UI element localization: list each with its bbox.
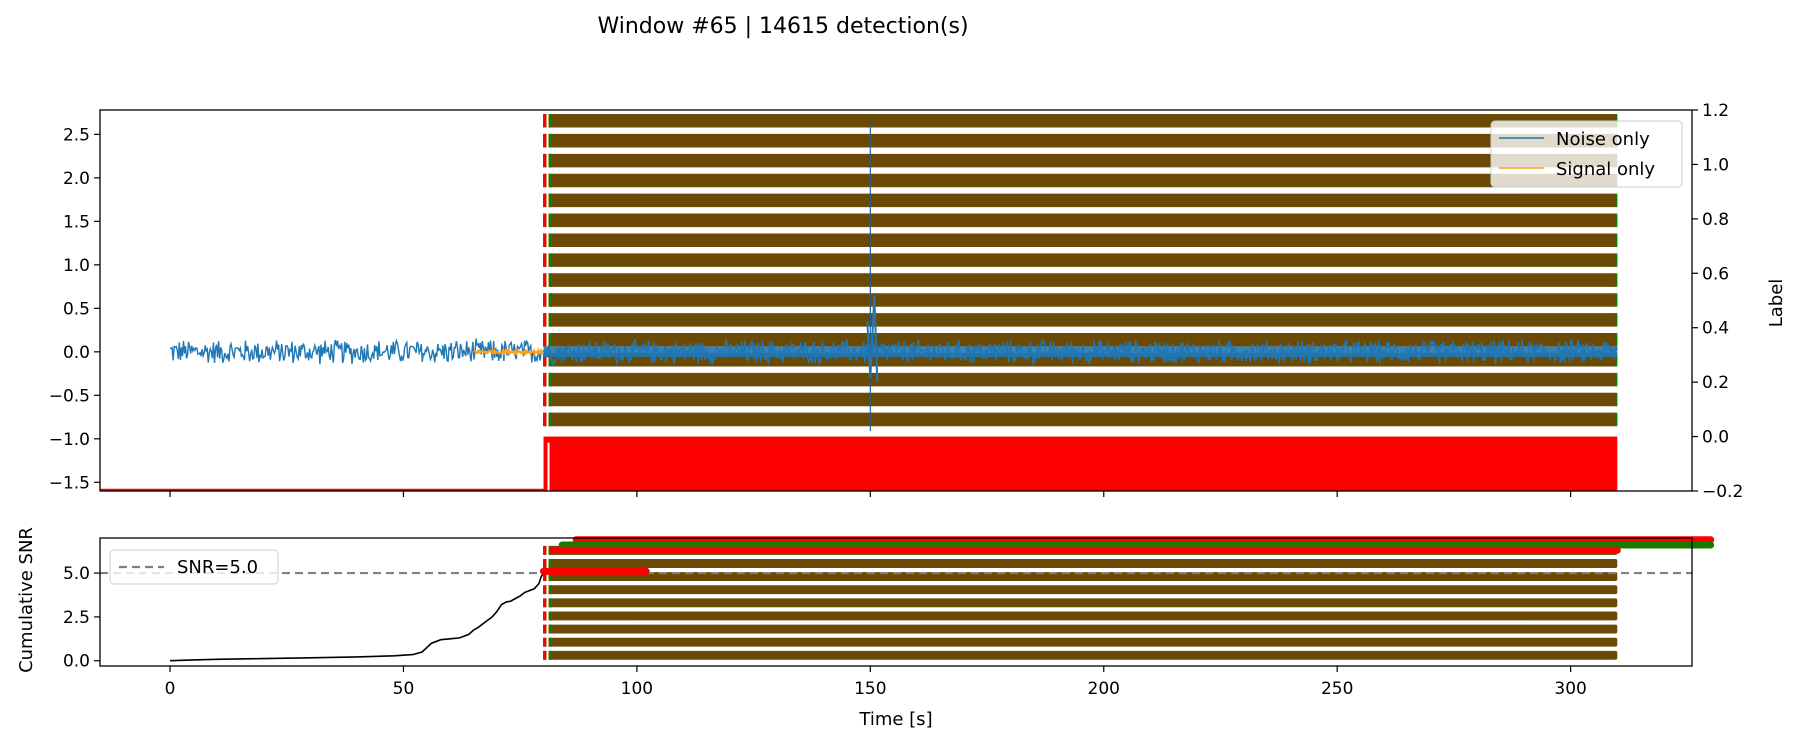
bottom-axes-frame bbox=[99, 537, 1693, 667]
bottom-y-axis-label: Cumulative SNR bbox=[16, 527, 37, 673]
top-y-tick-label: 1.5 bbox=[63, 212, 90, 232]
top-y-tick-label: −1.5 bbox=[49, 473, 90, 493]
detection-band bbox=[543, 133, 1618, 148]
spike-trace bbox=[866, 295, 879, 383]
detection-band bbox=[543, 333, 1618, 347]
detection-band bbox=[543, 313, 1618, 327]
detection-band bbox=[543, 412, 1618, 427]
bottom-detection-band bbox=[543, 585, 1618, 595]
x-axis-label: Time [s] bbox=[858, 709, 932, 730]
bottom-detection-band bbox=[543, 559, 1618, 568]
top-y2-tick-label: 0.6 bbox=[1702, 264, 1729, 284]
legend-noise-label: Noise only bbox=[1556, 129, 1650, 150]
detection-band bbox=[543, 213, 1618, 228]
top-plot-area bbox=[100, 110, 1618, 491]
bottom-y-tick-label: 2.5 bbox=[63, 608, 90, 628]
noise-band bbox=[543, 346, 1618, 358]
top-y-tick-label: 2.5 bbox=[63, 125, 90, 145]
bottom-x-tick-label: 300 bbox=[1554, 679, 1586, 699]
bottom-x-tick-label: 200 bbox=[1088, 679, 1120, 699]
bottom-legend: SNR=5.0 bbox=[109, 549, 279, 585]
detection-band bbox=[543, 372, 1618, 387]
top-y-tick-label: −1.0 bbox=[49, 430, 90, 450]
top-y2-tick-label: 0.0 bbox=[1702, 428, 1729, 448]
detection-band bbox=[543, 253, 1618, 267]
detection-band bbox=[543, 193, 1618, 208]
top-y-tick-label: 2.0 bbox=[63, 169, 90, 189]
bottom-detection-band bbox=[543, 624, 1618, 634]
detection-band bbox=[543, 173, 1618, 188]
top-y2-tick-label: 0.4 bbox=[1702, 319, 1729, 339]
bottom-plot-area bbox=[100, 538, 1692, 666]
top-axes-frame bbox=[99, 109, 1693, 492]
bottom-legend-box bbox=[109, 549, 279, 585]
detection-band bbox=[543, 293, 1618, 307]
top-y2-tick-label: 1.2 bbox=[1702, 101, 1729, 121]
top-y-tick-label: −0.5 bbox=[49, 386, 90, 406]
detection-band bbox=[543, 114, 1618, 128]
detection-band bbox=[543, 392, 1618, 407]
label-step-region bbox=[543, 436, 1618, 491]
bottom-y-tick-label: 5.0 bbox=[63, 564, 90, 584]
chart-title: Window #65 | 14615 detection(s) bbox=[597, 14, 968, 39]
top-y2-tick-label: 0.2 bbox=[1702, 373, 1729, 393]
label-gap bbox=[547, 442, 550, 491]
top-y2-tick-label: 0.8 bbox=[1702, 210, 1729, 230]
legend-signal-label: Signal only bbox=[1556, 159, 1655, 180]
top-y-axis: −1.5 −1.0 −0.5 0.0 0.5 1.0 1.5 2.0 2.5 bbox=[49, 125, 100, 493]
bottom-x-tick-label: 150 bbox=[854, 679, 886, 699]
top-legend: Noise only Signal only bbox=[1490, 120, 1683, 188]
top-panel: −1.5 −1.0 −0.5 0.0 0.5 1.0 1.5 2.0 2.5 −0.2 0.0 0.… bbox=[49, 101, 1787, 502]
top-y-tick-label: 0.0 bbox=[63, 343, 90, 363]
detection-band bbox=[543, 153, 1618, 168]
bottom-detection-band bbox=[543, 650, 1618, 660]
legend-snr-threshold-label: SNR=5.0 bbox=[177, 557, 258, 578]
top-y2-tick-label: −0.2 bbox=[1702, 482, 1743, 502]
top-y2-axis: −0.2 0.0 0.2 0.4 0.6 0.8 1.0 1.2 bbox=[1692, 101, 1743, 502]
cumulative-snr-line bbox=[169, 572, 545, 662]
top-x-axis bbox=[169, 491, 1572, 497]
bottom-y-axis: 0.0 2.5 5.0 bbox=[63, 564, 100, 672]
bottom-marker-overflow bbox=[540, 536, 1715, 575]
bottom-detection-band bbox=[543, 637, 1618, 647]
bottom-x-tick-label: 250 bbox=[1321, 679, 1353, 699]
top-y-tick-label: 0.5 bbox=[63, 299, 90, 319]
top-y2-axis-label: Label bbox=[1766, 279, 1787, 328]
detection-band bbox=[543, 233, 1618, 248]
bottom-x-tick-label: 0 bbox=[165, 679, 176, 699]
bottom-x-tick-label: 50 bbox=[393, 679, 415, 699]
bottom-x-axis: 0 50 100 150 200 250 300 bbox=[165, 666, 1587, 699]
bottom-detection-band bbox=[543, 611, 1618, 621]
bottom-detection-band bbox=[543, 598, 1618, 608]
bottom-y-tick-label: 0.0 bbox=[63, 652, 90, 672]
bottom-x-tick-label: 100 bbox=[621, 679, 653, 699]
detection-band bbox=[543, 273, 1618, 287]
bottom-panel: 0.0 2.5 5.0 0 50 100 150 200 250 300 Cumulative … bbox=[16, 527, 1715, 730]
top-y-tick-label: 1.0 bbox=[63, 256, 90, 276]
signal-only-line bbox=[473, 346, 545, 357]
bottom-detection-band bbox=[543, 572, 1618, 582]
top-y2-tick-label: 1.0 bbox=[1702, 155, 1729, 175]
